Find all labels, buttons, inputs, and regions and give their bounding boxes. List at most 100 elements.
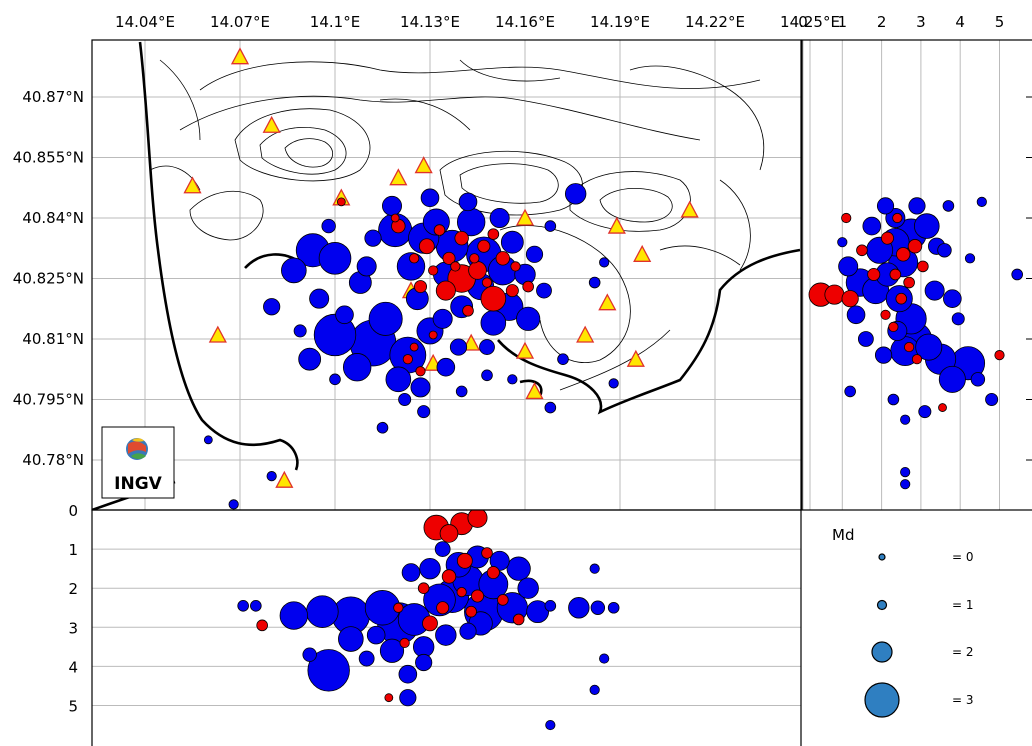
event-point-blue [420,188,440,208]
lat-tick-label: 40.87°N [22,88,84,106]
magnitude-legend: Md = 0 = 1 = 2 = 3 [832,526,974,718]
legend-marker [876,599,888,611]
side-event-red [889,268,902,281]
event-point-red [428,265,439,276]
side-event-blue [915,333,943,361]
bottom-event-red [439,524,459,543]
side-event-red [841,290,859,308]
side-event-blue [876,197,895,215]
event-point-blue [329,373,341,386]
bottom-event-blue [545,719,556,731]
event-point-blue [368,301,403,336]
side-event-red [911,354,923,365]
event-point-red [505,284,519,298]
side-event-blue [862,216,882,236]
side-event-blue [985,392,999,406]
bottom-event-blue [306,595,339,628]
bottom-depth-tick-label: 2 [68,580,78,598]
bottom-depth-ticks: 0 1 2 3 4 5 [68,502,78,716]
side-event-blue [900,466,911,478]
side-event-red [880,231,894,245]
side-depth-tick-label: 5 [995,13,1005,31]
side-event-red [895,292,908,305]
bottom-depth-panel: 0 1 2 3 4 5 [68,502,802,746]
bottom-event-red [441,569,457,584]
side-event-blue [913,213,940,239]
station-marker [680,200,699,218]
event-point-red [477,239,491,253]
station-marker [633,244,652,262]
event-point-blue [436,357,456,377]
side-event-red [903,276,915,289]
event-point-blue [356,256,377,277]
bottom-depth-tick-label: 1 [68,541,78,559]
bottom-event-red [456,552,473,569]
station-marker [598,293,617,311]
side-event-red [856,244,868,257]
event-point-blue [309,288,330,309]
side-event-blue [976,196,987,207]
event-point-blue [298,347,322,371]
event-point-red [413,280,427,294]
event-point-blue [536,282,552,299]
event-point-blue [313,313,357,357]
bottom-event-blue [237,599,249,612]
lon-tick-label: 14.25°E [780,13,840,31]
side-event-blue [964,253,976,264]
event-point-blue [564,183,587,205]
station-marker [515,341,535,359]
side-event-red [892,212,903,224]
event-point-blue [599,257,610,268]
bottom-event-blue [489,550,510,571]
bottom-event-blue [419,557,441,580]
bottom-event-red [436,601,450,615]
legend-marker [864,682,900,718]
event-point-red [462,304,474,317]
event-point-red [480,285,507,312]
event-point-blue [489,207,510,228]
side-depth-tick-label: 1 [838,13,848,31]
event-point-blue [410,377,431,398]
legend-label: = 1 [952,598,974,612]
bottom-event-red [456,587,467,598]
event-point-red [522,280,534,293]
event-point-blue [507,374,518,385]
side-event-blue [857,331,874,347]
bottom-event-red [486,566,500,580]
lat-tick-label: 40.855°N [13,149,84,167]
longitude-labels: 14.04°E 14.07°E 14.1°E 14.13°E 14.16°E 14.19°… [115,13,840,31]
bottom-event-red [399,637,410,649]
bottom-event-blue [589,563,600,574]
event-point-blue [516,306,541,331]
side-event-blue [846,305,866,325]
event-point-red [336,197,346,207]
side-frame [801,39,1032,511]
globe-icon [126,438,148,460]
lon-tick-label: 14.07°E [210,13,270,31]
side-event-red [888,321,899,332]
event-point-blue [381,195,402,216]
side-event-blue [837,237,848,248]
event-point-blue [342,353,372,382]
side-event-red [904,341,915,353]
side-event-blue [844,385,856,398]
event-point-blue [318,242,352,275]
event-point-blue [557,353,569,365]
bottom-event-blue [401,563,421,582]
side-event-blue [918,405,932,419]
side-event-blue [942,200,955,212]
event-point-red [450,261,461,272]
event-point-blue [500,230,524,254]
bottom-event-red [467,510,488,528]
side-event-red [938,403,947,412]
legend-title: Md [832,526,854,544]
event-point-red [442,251,456,265]
event-point-red [402,354,413,365]
lon-tick-label: 14.16°E [495,13,555,31]
map-panel: 14.04°E 14.07°E 14.1°E 14.13°E 14.16°E 14.19°… [13,13,840,511]
side-event-blue [970,372,986,387]
bottom-depth-tick-label: 0 [68,502,78,520]
side-events [808,196,1023,490]
lat-tick-label: 40.81°N [22,330,84,348]
station-marker [230,47,250,65]
